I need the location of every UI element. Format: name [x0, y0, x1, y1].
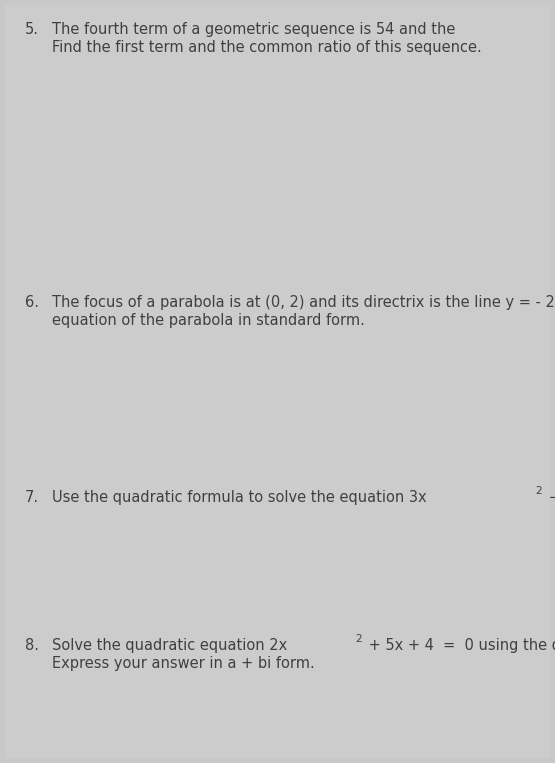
Text: 6.: 6. [25, 295, 39, 310]
Text: The focus of a parabola is at (0, 2) and its directrix is the line y = - 2. Find: The focus of a parabola is at (0, 2) and… [52, 295, 555, 310]
Text: 5.: 5. [25, 22, 39, 37]
Text: + 5x + 4  =  0 using the quadratic formula.: + 5x + 4 = 0 using the quadratic formula… [364, 638, 555, 653]
Text: 7.: 7. [25, 490, 39, 505]
Text: Express your answer in a + bi form.: Express your answer in a + bi form. [52, 656, 315, 671]
FancyBboxPatch shape [5, 5, 550, 758]
Text: −  5x  −  2  =  0: − 5x − 2 = 0 [544, 490, 555, 505]
Text: Solve the quadratic equation 2x: Solve the quadratic equation 2x [52, 638, 287, 653]
Text: equation of the parabola in standard form.: equation of the parabola in standard for… [52, 313, 365, 328]
Text: 2: 2 [536, 486, 542, 496]
Text: The fourth term of a geometric sequence is 54 and the: The fourth term of a geometric sequence … [52, 22, 460, 37]
Text: Find the first term and the common ratio of this sequence.: Find the first term and the common ratio… [52, 40, 482, 55]
Text: 2: 2 [356, 634, 362, 644]
Text: Use the quadratic formula to solve the equation 3x: Use the quadratic formula to solve the e… [52, 490, 427, 505]
Text: 8.: 8. [25, 638, 39, 653]
